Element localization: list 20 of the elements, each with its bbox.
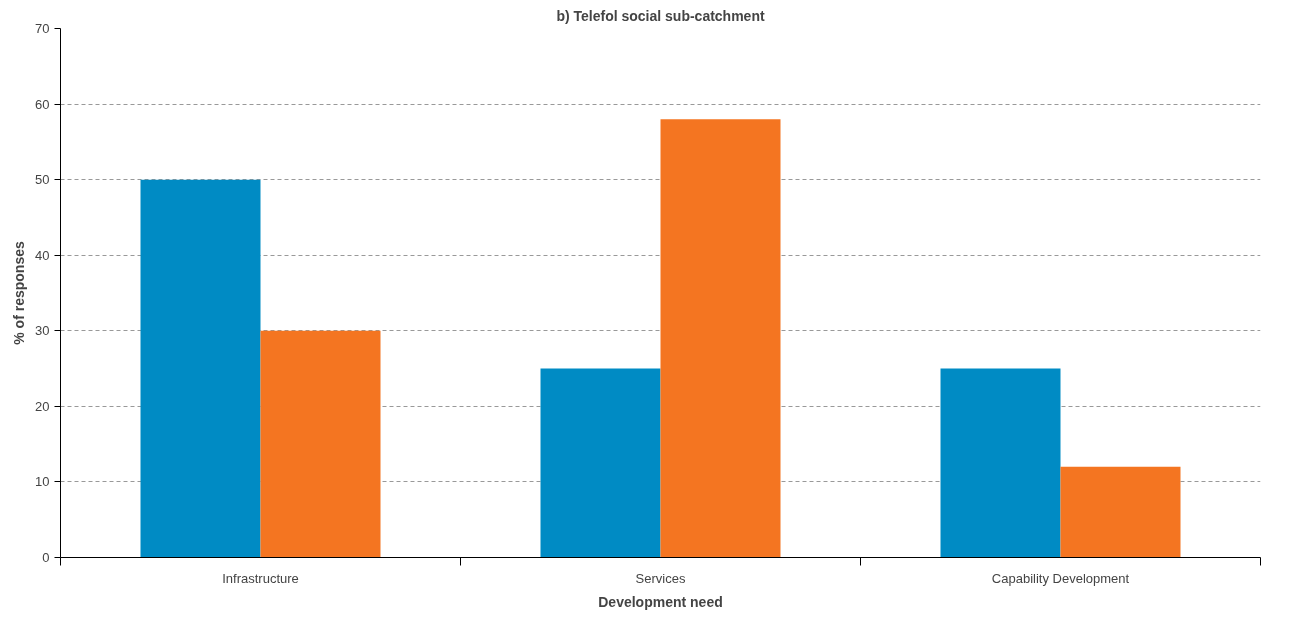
x-tick-label: Services bbox=[635, 570, 686, 586]
y-tick-label: 60 bbox=[35, 96, 50, 112]
chart-title: b) Telefol social sub-catchment bbox=[556, 7, 765, 24]
x-tick-label: Capability Development bbox=[991, 570, 1130, 586]
y-tick-label: 20 bbox=[35, 398, 50, 414]
x-tick-label: Infrastructure bbox=[222, 570, 299, 586]
bar bbox=[660, 119, 781, 558]
bar bbox=[540, 368, 661, 558]
bar bbox=[1060, 466, 1181, 558]
y-tick-label: 70 bbox=[35, 21, 50, 36]
y-tick-label: 10 bbox=[35, 474, 50, 490]
y-axis-title: % of responses bbox=[11, 241, 28, 345]
bar bbox=[940, 368, 1061, 558]
y-tick-label: 0 bbox=[42, 550, 50, 565]
y-tick-label: 40 bbox=[35, 247, 50, 263]
bar bbox=[140, 179, 261, 558]
y-tick-label: 30 bbox=[35, 323, 50, 339]
x-axis-title: Development need bbox=[598, 593, 723, 610]
y-tick-label: 50 bbox=[35, 172, 50, 188]
bar bbox=[260, 330, 381, 558]
